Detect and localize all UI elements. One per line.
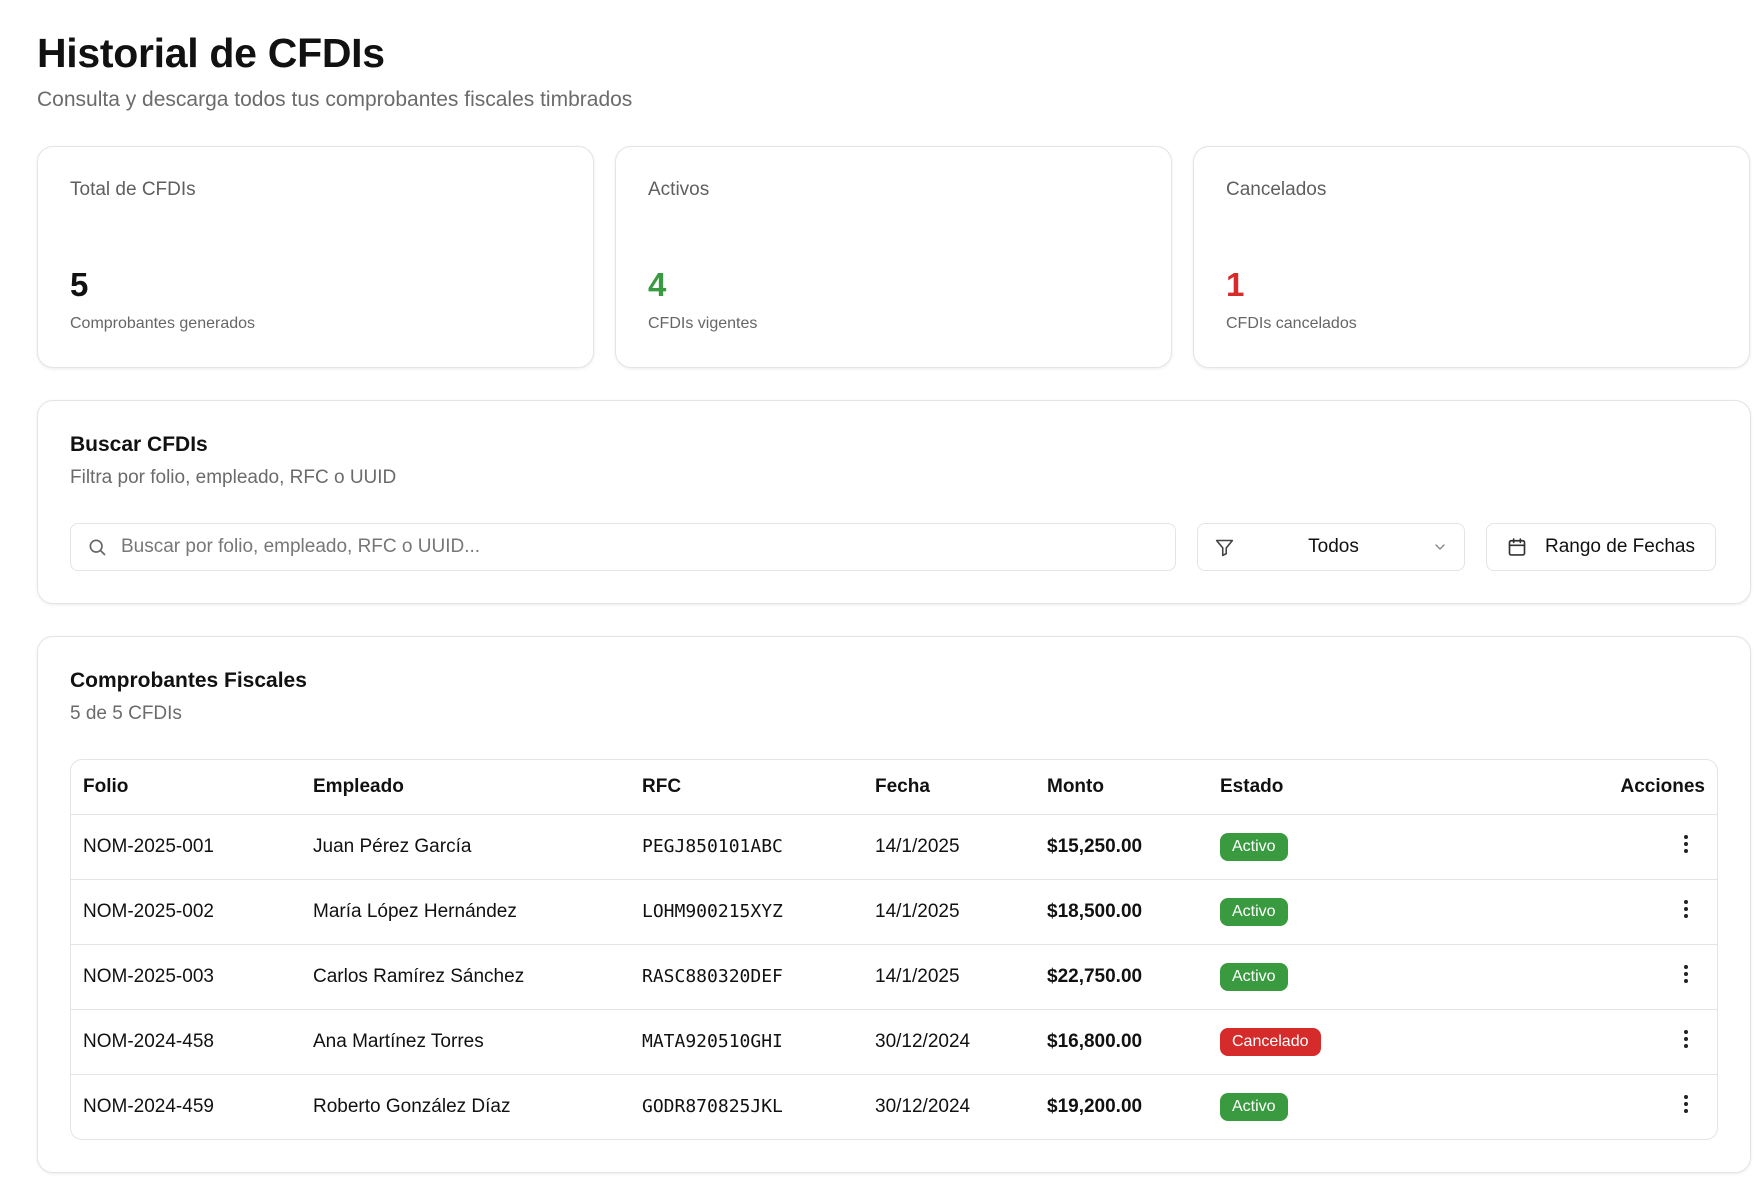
column-header-fecha: Fecha (875, 775, 930, 797)
status-badge: Activo (1220, 897, 1288, 926)
stat-label: Total de CFDIs (70, 179, 196, 200)
column-header-acciones: Acciones (1620, 775, 1705, 797)
cell-empleado: María López Hernández (301, 878, 630, 944)
column-header-empleado: Empleado (313, 775, 404, 797)
stat-value: 1 (1226, 266, 1245, 303)
stat-value: 5 (70, 266, 89, 303)
stat-description: CFDIs cancelados (1226, 315, 1357, 332)
stat-card-total: Total de CFDIs 5 Comprobantes generados (37, 146, 594, 368)
cell-monto: $15,250.00 (1035, 813, 1208, 879)
cell-folio: NOM-2024-459 (71, 1073, 301, 1139)
cell-fecha: 30/12/2024 (863, 1008, 1035, 1074)
cell-fecha: 14/1/2025 (863, 813, 1035, 879)
status-filter-value: Todos (1308, 536, 1359, 557)
search-panel-title: Buscar CFDIs (70, 433, 208, 456)
cell-fecha: 30/12/2024 (863, 1073, 1035, 1139)
cell-acciones (1479, 1073, 1717, 1139)
stat-card-active: Activos 4 CFDIs vigentes (615, 146, 1172, 368)
table-panel-title: Comprobantes Fiscales (70, 669, 307, 692)
table-row[interactable]: NOM-2024-459 Roberto González Díaz GODR870… (71, 1073, 1717, 1139)
cell-folio: NOM-2025-002 (71, 878, 301, 944)
table-body: NOM-2025-001 Juan Pérez García PEGJ850101A… (71, 813, 1717, 1139)
table-row[interactable]: NOM-2025-001 Juan Pérez García PEGJ850101A… (71, 813, 1717, 879)
cell-estado: Activo (1208, 943, 1480, 1009)
filter-icon (1214, 537, 1235, 558)
search-box[interactable] (70, 523, 1176, 571)
cell-empleado: Roberto González Díaz (301, 1073, 630, 1139)
cell-fecha: 14/1/2025 (863, 878, 1035, 944)
more-vertical-icon[interactable] (1683, 899, 1689, 925)
cell-rfc: MATA920510GHI (630, 1008, 863, 1074)
table-count: 5 de 5 CFDIs (70, 703, 182, 724)
cell-estado: Activo (1208, 813, 1480, 879)
status-badge: Activo (1220, 1092, 1288, 1121)
cell-empleado: Ana Martínez Torres (301, 1008, 630, 1074)
cell-estado: Activo (1208, 1073, 1480, 1139)
cell-monto: $18,500.00 (1035, 878, 1208, 944)
chevron-down-icon (1432, 539, 1448, 555)
cell-monto: $19,200.00 (1035, 1073, 1208, 1139)
cell-acciones (1479, 813, 1717, 879)
cell-empleado: Carlos Ramírez Sánchez (301, 943, 630, 1009)
cell-folio: NOM-2024-458 (71, 1008, 301, 1074)
search-input[interactable] (121, 524, 1175, 570)
date-range-button[interactable]: Rango de Fechas (1486, 523, 1716, 571)
search-panel-description: Filtra por folio, empleado, RFC o UUID (70, 467, 397, 488)
column-header-folio: Folio (83, 775, 129, 797)
stat-description: CFDIs vigentes (648, 315, 758, 332)
cell-monto: $16,800.00 (1035, 1008, 1208, 1074)
column-header-estado: Estado (1220, 775, 1284, 797)
cfdi-table-panel: Comprobantes Fiscales 5 de 5 CFDIs Folio… (37, 636, 1751, 1173)
cell-estado: Activo (1208, 878, 1480, 944)
more-vertical-icon[interactable] (1683, 1029, 1689, 1055)
more-vertical-icon[interactable] (1683, 964, 1689, 990)
search-panel: Buscar CFDIs Filtra por folio, empleado,… (37, 400, 1751, 604)
cell-acciones (1479, 943, 1717, 1009)
cell-empleado: Juan Pérez García (301, 813, 630, 879)
cell-folio: NOM-2025-001 (71, 813, 301, 879)
search-icon (87, 537, 107, 557)
stat-card-cancelled: Cancelados 1 CFDIs cancelados (1193, 146, 1750, 368)
cell-rfc: LOHM900215XYZ (630, 878, 863, 944)
calendar-icon (1507, 537, 1527, 557)
status-badge: Activo (1220, 962, 1288, 991)
stat-value: 4 (648, 266, 667, 303)
cfdi-table: Folio Empleado RFC Fecha Monto Estado Ac… (70, 759, 1718, 1140)
cell-rfc: PEGJ850101ABC (630, 813, 863, 879)
stats-row: Total de CFDIs 5 Comprobantes generados … (37, 146, 1751, 368)
filters-row: Todos Rango de Fechas (70, 523, 1718, 571)
cell-monto: $22,750.00 (1035, 943, 1208, 1009)
status-badge: Cancelado (1220, 1027, 1321, 1056)
stat-label: Cancelados (1226, 179, 1327, 200)
page-subtitle: Consulta y descarga todos tus comprobant… (37, 88, 633, 111)
status-filter-select[interactable]: Todos (1197, 523, 1465, 571)
cell-acciones (1479, 1008, 1717, 1074)
date-range-label: Rango de Fechas (1545, 536, 1695, 557)
cell-estado: Cancelado (1208, 1008, 1480, 1074)
table-row[interactable]: NOM-2024-458 Ana Martínez Torres MATA92051… (71, 1008, 1717, 1074)
column-header-monto: Monto (1047, 775, 1104, 797)
stat-label: Activos (648, 179, 710, 200)
table-row[interactable]: NOM-2025-003 Carlos Ramírez Sánchez RASC88… (71, 943, 1717, 1009)
page-title: Historial de CFDIs (37, 30, 385, 76)
table-header-row: Folio Empleado RFC Fecha Monto Estado Ac… (71, 760, 1717, 814)
stat-description: Comprobantes generados (70, 315, 256, 332)
cell-rfc: RASC880320DEF (630, 943, 863, 1009)
status-badge: Activo (1220, 832, 1288, 861)
cell-folio: NOM-2025-003 (71, 943, 301, 1009)
cell-rfc: GODR870825JKL (630, 1073, 863, 1139)
column-header-rfc: RFC (642, 775, 682, 797)
more-vertical-icon[interactable] (1683, 834, 1689, 860)
table-row[interactable]: NOM-2025-002 María López Hernández LOHM900… (71, 878, 1717, 944)
more-vertical-icon[interactable] (1683, 1094, 1689, 1120)
cell-acciones (1479, 878, 1717, 944)
cell-fecha: 14/1/2025 (863, 943, 1035, 1009)
